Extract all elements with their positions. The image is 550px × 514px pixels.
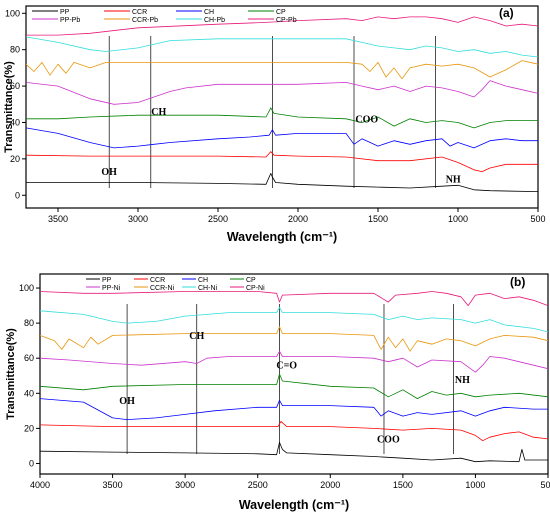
x-tick-label: 2500 bbox=[208, 214, 228, 224]
x-tick-label: 1000 bbox=[465, 480, 485, 490]
series-line-ccr bbox=[39, 421, 549, 442]
x-tick-label: 3000 bbox=[128, 214, 148, 224]
marker-lines bbox=[108, 36, 436, 188]
annotation-coo: COO bbox=[377, 434, 400, 445]
legend-label: CCR bbox=[132, 9, 147, 16]
y-tick-label: 40 bbox=[10, 117, 20, 127]
series-line-pp-pb bbox=[25, 80, 539, 105]
x-tick-label: 3500 bbox=[48, 214, 68, 224]
chart-panel-a: 3500 3000 2500 2000 1500 1000 500 0 20 40 60 80 100… bbox=[3, 5, 546, 244]
series-line-ccr bbox=[25, 151, 538, 172]
annotation-oh: OH bbox=[101, 167, 117, 178]
y-tick-label: 80 bbox=[10, 45, 20, 55]
y-tick-label: 0 bbox=[29, 458, 34, 468]
annotation-oh: OH bbox=[119, 396, 135, 407]
series-line-pp bbox=[39, 442, 548, 463]
marker-lines bbox=[126, 304, 455, 454]
legend-label: PP bbox=[60, 9, 70, 16]
legend-label: CP-Ni bbox=[246, 285, 265, 292]
legend-label: CCR-Ni bbox=[150, 285, 175, 292]
x-tick-label: 500 bbox=[530, 214, 545, 224]
annotation-coo: COO bbox=[355, 114, 378, 125]
legend-label: CCR-Pb bbox=[132, 17, 158, 24]
y-tick-label: 100 bbox=[19, 283, 34, 293]
x-tick-label: 2000 bbox=[320, 480, 340, 490]
series-line-ch-ni bbox=[39, 306, 549, 333]
x-tick-label: 4000 bbox=[30, 480, 50, 490]
x-tick-label: 2000 bbox=[288, 214, 308, 224]
annotation-nh: NH bbox=[455, 375, 470, 386]
legend-label: CP bbox=[246, 277, 256, 284]
y-tick-label: 20 bbox=[24, 423, 34, 433]
series-group bbox=[39, 291, 549, 463]
legend-label: PP-Ni bbox=[102, 285, 121, 292]
annotation-ch: CH bbox=[189, 331, 204, 342]
annotation-ch: CH bbox=[151, 107, 166, 118]
plot-frame bbox=[39, 273, 549, 475]
series-line-ccr-ni bbox=[39, 326, 549, 352]
x-tick-label: 1000 bbox=[448, 214, 468, 224]
legend-label: CH-Pb bbox=[204, 17, 225, 24]
legend-label: CCR bbox=[150, 277, 165, 284]
x-axis-label: Wavelength (cm⁻¹) bbox=[227, 230, 337, 244]
legend-label: CH-Ni bbox=[198, 285, 217, 292]
legend-label: CH bbox=[204, 9, 214, 16]
y-tick-label: 80 bbox=[24, 318, 34, 328]
x-tick-label: 1500 bbox=[368, 214, 388, 224]
y-tick-label: 60 bbox=[10, 81, 20, 91]
legend: PP CCR CH CP PP-Ni CCR-Ni CH-Ni CP-Ni bbox=[86, 277, 265, 292]
y-axis-label: Transmittance(%) bbox=[3, 61, 15, 153]
series-line-cp bbox=[39, 373, 549, 399]
series-group bbox=[25, 16, 539, 192]
x-tick-label: 2500 bbox=[248, 480, 268, 490]
x-axis-ticks: 4000 3500 3000 2500 2000 1500 1000 500 bbox=[30, 474, 550, 490]
series-line-cp bbox=[26, 107, 538, 129]
series-line-pp bbox=[26, 173, 539, 192]
y-axis-ticks: 0 20 40 60 80 100 bbox=[5, 8, 26, 200]
annotation-nh: NH bbox=[446, 175, 461, 186]
panel-label: (b) bbox=[510, 275, 525, 289]
x-tick-label: 3000 bbox=[175, 480, 195, 490]
y-axis-label: Transmittance(%) bbox=[5, 328, 17, 420]
series-line-cp-pb bbox=[26, 16, 539, 36]
x-tick-label: 3500 bbox=[103, 480, 123, 490]
legend-label: PP bbox=[102, 277, 112, 284]
y-tick-label: 20 bbox=[10, 154, 20, 164]
chart-panel-b: 4000 3500 3000 2500 2000 1500 1000 500 0 20 40 60 8… bbox=[5, 273, 550, 512]
y-tick-label: 100 bbox=[5, 8, 20, 18]
x-tick-label: 500 bbox=[540, 480, 550, 490]
series-line-ch bbox=[25, 127, 538, 149]
legend: PP CCR CH CP PP-Pb CCR-Pb CH-Pb CP-Pb bbox=[32, 9, 297, 24]
legend-label: CH bbox=[198, 277, 208, 284]
legend-label: CP bbox=[276, 9, 286, 16]
series-line-ccr-pb bbox=[25, 60, 539, 80]
x-tick-label: 1500 bbox=[393, 480, 413, 490]
panel-label: (a) bbox=[499, 6, 514, 20]
plot-frame bbox=[25, 5, 539, 209]
y-tick-label: 0 bbox=[15, 190, 20, 200]
x-axis-label: Wavelength (cm⁻¹) bbox=[239, 498, 349, 512]
series-line-ch-pb bbox=[25, 36, 539, 58]
series-line-ch bbox=[39, 398, 548, 420]
annotation-co: C=O bbox=[276, 361, 297, 372]
x-axis-ticks: 3500 3000 2500 2000 1500 1000 500 bbox=[48, 208, 546, 224]
y-axis-ticks: 0 20 40 60 80 100 bbox=[19, 283, 40, 468]
annotations: OH CH C=O COO NH bbox=[119, 331, 470, 446]
series-line-cp-ni bbox=[39, 291, 549, 306]
legend-label: PP-Pb bbox=[60, 17, 80, 24]
y-tick-label: 40 bbox=[24, 388, 34, 398]
series-line-pp-ni bbox=[39, 350, 549, 373]
legend-label: CP-Pb bbox=[276, 17, 297, 24]
annotations: OH CH COO NH bbox=[101, 107, 461, 185]
y-tick-label: 60 bbox=[24, 353, 34, 363]
